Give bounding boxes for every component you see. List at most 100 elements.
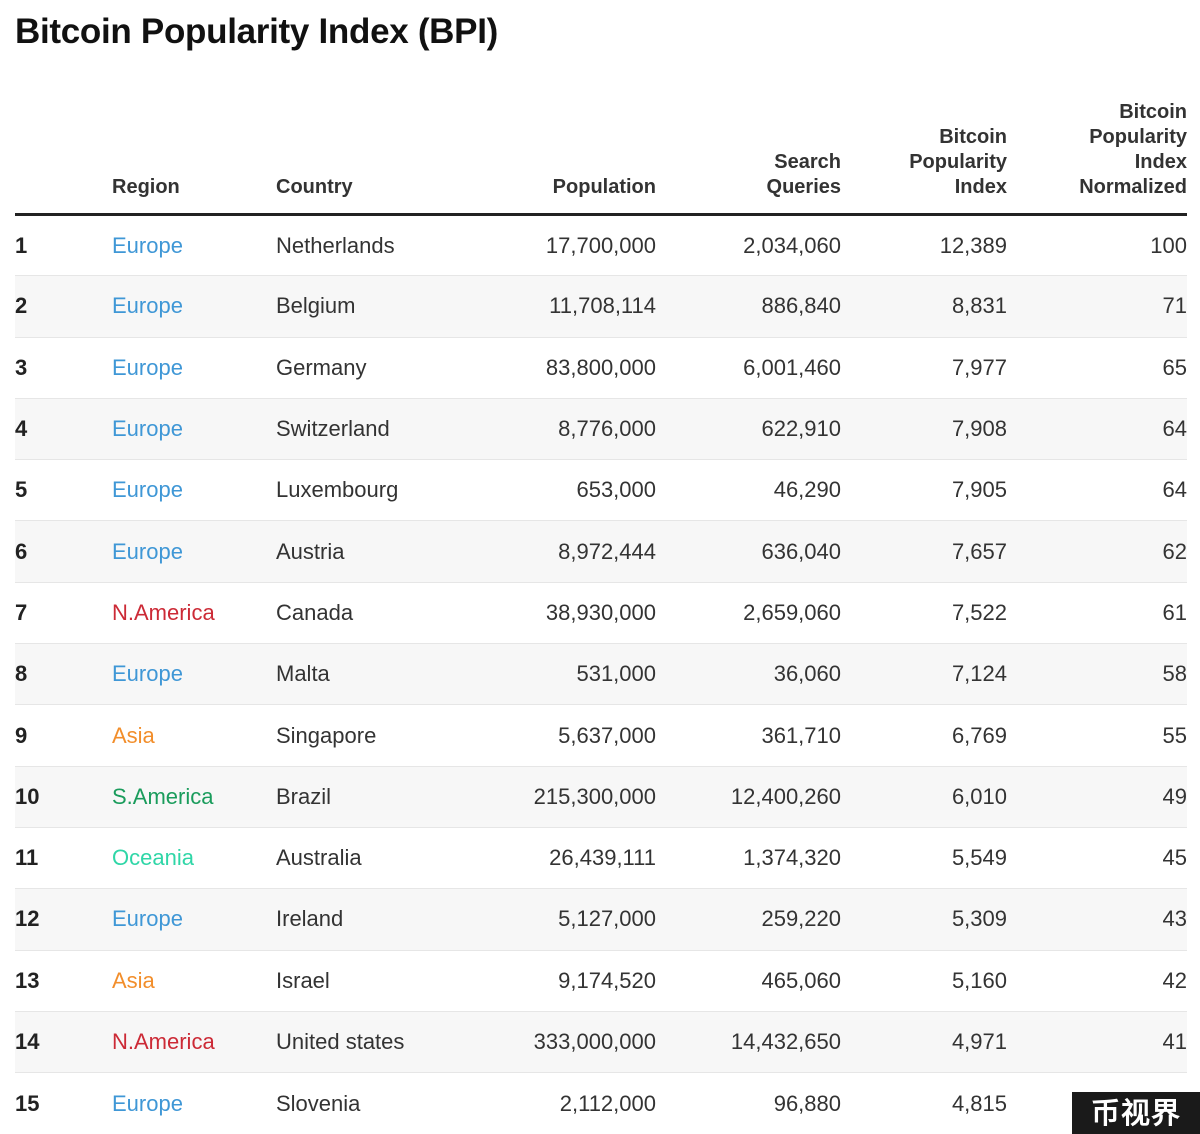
rank-cell: 15 bbox=[15, 1090, 40, 1116]
column-header-bpi[interactable]: Bitcoin Popularity Index bbox=[841, 100, 1007, 216]
column-header-line: Search bbox=[774, 151, 841, 173]
population-cell: 2,112,000 bbox=[559, 1090, 656, 1116]
bpi-normalized-cell: 65 bbox=[1007, 337, 1187, 399]
population-cell: 333,000,000 bbox=[466, 1011, 656, 1074]
rank-cell: 13 bbox=[15, 950, 112, 1012]
search-queries-cell: 886,840 bbox=[656, 275, 841, 338]
country-cell: Luxembourg bbox=[276, 459, 466, 522]
search-queries-cell: 36,060 bbox=[656, 643, 841, 706]
table-row[interactable]: 9 Asia Singapore 5,637,000 361,710 6,769 55 bbox=[15, 704, 1187, 767]
rank-cell: 12 bbox=[15, 888, 112, 951]
bpi-cell: 7,124 bbox=[841, 643, 1007, 706]
country-cell: Brazil bbox=[276, 766, 466, 828]
column-header-line: Population bbox=[552, 176, 656, 198]
bpi-normalized-cell: 64 bbox=[1007, 398, 1187, 461]
population-cell: 5,127,000 bbox=[466, 888, 656, 951]
population-cell: 653,000 bbox=[466, 459, 656, 522]
table-row[interactable]: 13 Asia Israel 9,174,520 465,060 5,160 42 bbox=[15, 950, 1187, 1012]
watermark-logo: 币视界 bbox=[1072, 1092, 1200, 1134]
population-cell: 38,930,000 bbox=[466, 582, 656, 645]
table-row[interactable]: 15 Europe Slovenia 2,112,000 96,880 4,815 bbox=[15, 1073, 1187, 1134]
bpi-cell: 5,160 bbox=[841, 950, 1007, 1012]
column-header-population[interactable]: Population bbox=[466, 100, 656, 216]
column-header-search-queries[interactable]: Search Queries bbox=[656, 100, 841, 216]
bpi-normalized-cell: 42 bbox=[1007, 950, 1187, 1012]
column-header-line: Bitcoin bbox=[939, 126, 1007, 148]
population-cell: 9,174,520 bbox=[466, 950, 656, 1012]
population-cell: 11,708,114 bbox=[466, 275, 656, 338]
population-cell: 26,439,111 bbox=[466, 827, 656, 890]
region-cell: Europe bbox=[112, 520, 276, 583]
country-cell: Germany bbox=[276, 337, 466, 399]
country-cell: Australia bbox=[276, 827, 466, 890]
country-cell: Singapore bbox=[276, 704, 466, 767]
column-header-region[interactable]: Region bbox=[112, 100, 276, 216]
country-cell: Netherlands bbox=[276, 214, 466, 277]
search-queries-cell: 259,220 bbox=[656, 888, 841, 951]
country-cell: Slovenia bbox=[276, 1090, 361, 1116]
bpi-normalized-cell: 61 bbox=[1007, 582, 1187, 645]
search-queries-cell: 1,374,320 bbox=[656, 827, 841, 890]
table-row[interactable]: 4 Europe Switzerland 8,776,000 622,910 7,908 6… bbox=[15, 398, 1187, 461]
rank-cell: 5 bbox=[15, 459, 112, 522]
region-cell: Europe bbox=[112, 214, 276, 277]
column-header-line: Popularity bbox=[909, 151, 1007, 173]
search-queries-cell: 622,910 bbox=[656, 398, 841, 461]
column-header-rank[interactable] bbox=[15, 100, 112, 216]
table-row[interactable]: 1 Europe Netherlands 17,700,000 2,034,060 12,… bbox=[15, 214, 1187, 277]
country-cell: Malta bbox=[276, 643, 466, 706]
bpi-normalized-cell: 45 bbox=[1007, 827, 1187, 890]
rank-cell: 6 bbox=[15, 520, 112, 583]
region-cell: Asia bbox=[112, 950, 276, 1012]
rank-cell: 10 bbox=[15, 766, 112, 828]
country-cell: United states bbox=[276, 1011, 466, 1074]
country-cell: Switzerland bbox=[276, 398, 466, 461]
bpi-cell: 7,908 bbox=[841, 398, 1007, 461]
region-cell: Europe bbox=[112, 275, 276, 338]
table-row[interactable]: 6 Europe Austria 8,972,444 636,040 7,657 62 bbox=[15, 520, 1187, 583]
search-queries-cell: 636,040 bbox=[656, 520, 841, 583]
country-cell: Ireland bbox=[276, 888, 466, 951]
bpi-cell: 7,905 bbox=[841, 459, 1007, 522]
country-cell: Austria bbox=[276, 520, 466, 583]
table-row[interactable]: 2 Europe Belgium 11,708,114 886,840 8,831 71 bbox=[15, 275, 1187, 338]
search-queries-cell: 2,034,060 bbox=[656, 214, 841, 277]
region-cell: Europe bbox=[112, 459, 276, 522]
population-cell: 531,000 bbox=[466, 643, 656, 706]
rank-cell: 11 bbox=[15, 827, 112, 890]
search-queries-cell: 96,880 bbox=[773, 1090, 841, 1116]
column-header-bpi-normalized[interactable]: Bitcoin Popularity Index Normalized bbox=[1007, 100, 1187, 216]
column-header-line: Index bbox=[1134, 151, 1187, 173]
column-header-country[interactable]: Country bbox=[276, 100, 466, 216]
search-queries-cell: 14,432,650 bbox=[656, 1011, 841, 1074]
table-row[interactable]: 14 N.America United states 333,000,000 14,43… bbox=[15, 1011, 1187, 1074]
bpi-normalized-cell: 49 bbox=[1007, 766, 1187, 828]
bpi-cell: 4,815 bbox=[951, 1090, 1007, 1116]
table-row[interactable]: 8 Europe Malta 531,000 36,060 7,124 58 bbox=[15, 643, 1187, 706]
population-cell: 8,776,000 bbox=[466, 398, 656, 461]
population-cell: 8,972,444 bbox=[466, 520, 656, 583]
table-row[interactable]: 7 N.America Canada 38,930,000 2,659,060 7,522… bbox=[15, 582, 1187, 645]
bpi-normalized-cell: 58 bbox=[1007, 643, 1187, 706]
table-row[interactable]: 3 Europe Germany 83,800,000 6,001,460 7,977 65 bbox=[15, 337, 1187, 399]
search-queries-cell: 2,659,060 bbox=[656, 582, 841, 645]
rank-cell: 1 bbox=[15, 214, 112, 277]
column-header-line: Country bbox=[276, 176, 353, 198]
table-row[interactable]: 11 Oceania Australia 26,439,111 1,374,320 5,5… bbox=[15, 827, 1187, 890]
population-cell: 215,300,000 bbox=[466, 766, 656, 828]
bpi-normalized-cell: 41 bbox=[1007, 1011, 1187, 1074]
bpi-normalized-cell: 100 bbox=[1007, 214, 1187, 277]
table-header-row: Region Country Population Search Queries … bbox=[15, 100, 1187, 216]
bpi-table: Region Country Population Search Queries … bbox=[15, 100, 1187, 1134]
table-row[interactable]: 5 Europe Luxembourg 653,000 46,290 7,905 64 bbox=[15, 459, 1187, 522]
bpi-normalized-cell: 62 bbox=[1007, 520, 1187, 583]
table-row[interactable]: 12 Europe Ireland 5,127,000 259,220 5,309 43 bbox=[15, 888, 1187, 951]
rank-cell: 2 bbox=[15, 275, 112, 338]
region-cell: Europe bbox=[112, 643, 276, 706]
column-header-line: Popularity bbox=[1089, 126, 1187, 148]
region-cell: N.America bbox=[112, 582, 276, 645]
column-header-line: Index bbox=[954, 176, 1007, 198]
table-row[interactable]: 10 S.America Brazil 215,300,000 12,400,260 6,… bbox=[15, 766, 1187, 828]
rank-cell: 3 bbox=[15, 337, 112, 399]
bpi-cell: 7,657 bbox=[841, 520, 1007, 583]
